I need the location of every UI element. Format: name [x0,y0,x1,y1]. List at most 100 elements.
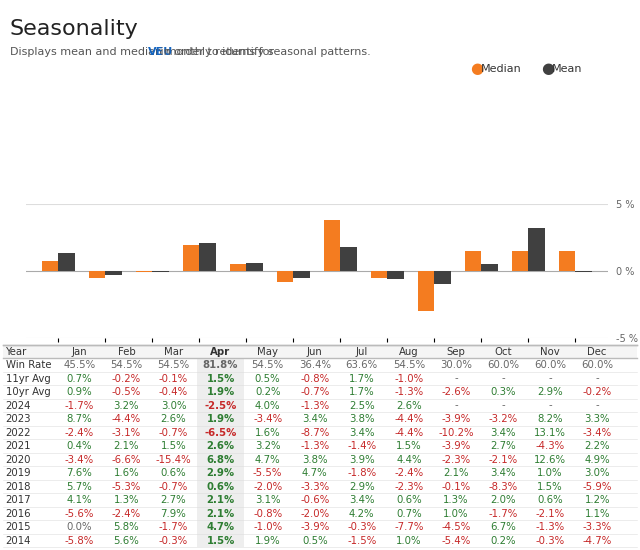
Text: 1.9%: 1.9% [255,536,280,546]
Text: -0.8%: -0.8% [253,509,282,519]
Bar [559,251,575,271]
Text: -1.4%: -1.4% [348,441,376,451]
Text: -0.3%: -0.3% [159,536,188,546]
Bar [42,261,58,271]
Text: Win Rate: Win Rate [6,360,51,370]
Text: 0.6%: 0.6% [537,495,563,505]
Text: -0.3%: -0.3% [348,522,376,532]
Text: 4.7%: 4.7% [302,468,328,478]
Text: 7.6%: 7.6% [67,468,92,478]
Text: 3.1%: 3.1% [255,495,280,505]
Bar [197,386,244,399]
Text: -6.6%: -6.6% [112,454,141,465]
Text: -1.3%: -1.3% [300,441,329,451]
Text: -3.2%: -3.2% [488,414,518,424]
Bar [197,412,244,426]
Bar [387,271,404,279]
Text: 1.5%: 1.5% [206,373,235,383]
Text: 6.8%: 6.8% [207,454,235,465]
Text: 8.2%: 8.2% [538,414,563,424]
Bar [3,412,637,426]
Text: -1.7%: -1.7% [488,509,518,519]
Bar [197,372,244,386]
Text: 81.8%: 81.8% [203,360,238,370]
Text: Sep: Sep [447,346,465,356]
Text: 3.8%: 3.8% [349,414,374,424]
Text: -3.1%: -3.1% [112,427,141,438]
Text: 0.2%: 0.2% [255,387,280,397]
Text: -3.9%: -3.9% [442,414,470,424]
Text: 1.6%: 1.6% [113,468,140,478]
Text: 11yr Avg: 11yr Avg [6,373,51,383]
Text: -2.6%: -2.6% [442,387,470,397]
Text: -3.9%: -3.9% [442,441,470,451]
Text: 3.0%: 3.0% [584,468,610,478]
Text: -4.3%: -4.3% [536,441,564,451]
Text: 0.2%: 0.2% [490,536,516,546]
Text: -0.2%: -0.2% [112,373,141,383]
Text: Year: Year [6,346,27,356]
Text: 4.7%: 4.7% [207,522,235,532]
Text: -1.3%: -1.3% [300,400,329,410]
Text: Aug: Aug [399,346,419,356]
Bar [512,251,528,271]
Bar [3,372,637,386]
Bar [58,254,75,271]
Text: 3.4%: 3.4% [349,495,374,505]
Text: 1.5%: 1.5% [396,441,422,451]
Bar [197,507,244,520]
Text: -2.4%: -2.4% [394,468,424,478]
Text: 1.3%: 1.3% [443,495,468,505]
Text: 54.5%: 54.5% [393,360,425,370]
Text: 2.5%: 2.5% [349,400,374,410]
Text: Mar: Mar [164,346,183,356]
Text: -1.7%: -1.7% [65,400,94,410]
Text: -1.7%: -1.7% [159,522,188,532]
Text: 0.3%: 0.3% [490,387,516,397]
Text: 2014: 2014 [6,536,31,546]
Text: 54.5%: 54.5% [110,360,143,370]
Text: 2022: 2022 [6,427,31,438]
Text: Jan: Jan [72,346,87,356]
Text: -5.3%: -5.3% [112,482,141,492]
Bar [3,359,637,372]
Text: 2015: 2015 [6,522,31,532]
Text: 1.9%: 1.9% [207,414,235,424]
Text: 2020: 2020 [6,454,31,465]
Text: Mean: Mean [552,64,583,74]
Text: 0.6%: 0.6% [161,468,186,478]
Text: -3.4%: -3.4% [253,414,282,424]
Text: 4.0%: 4.0% [255,400,280,410]
Text: 4.7%: 4.7% [255,454,280,465]
Text: Apr: Apr [211,346,230,356]
Text: 2.6%: 2.6% [207,441,235,451]
Text: 5.8%: 5.8% [113,522,140,532]
Text: 3.4%: 3.4% [349,427,374,438]
Text: -0.1%: -0.1% [159,373,188,383]
Text: -: - [595,400,599,410]
Text: -0.1%: -0.1% [442,482,470,492]
Text: Seasonality: Seasonality [10,19,138,39]
Text: 4.1%: 4.1% [67,495,92,505]
Text: VEU: VEU [148,47,173,57]
Text: 4.9%: 4.9% [584,454,610,465]
Text: Nov: Nov [540,346,560,356]
Bar [371,271,387,278]
Text: ●: ● [541,61,554,76]
Text: 0.7%: 0.7% [67,373,92,383]
Text: -3.4%: -3.4% [65,454,94,465]
Text: 3.4%: 3.4% [490,427,516,438]
Bar [418,271,434,311]
Text: -0.7%: -0.7% [300,387,330,397]
Text: 0.9%: 0.9% [67,387,92,397]
Bar [136,271,152,272]
Text: 5.7%: 5.7% [67,482,92,492]
Text: 2.1%: 2.1% [114,441,139,451]
Text: 63.6%: 63.6% [346,360,378,370]
Text: -: - [501,400,505,410]
Text: -0.6%: -0.6% [300,495,330,505]
Text: 4.2%: 4.2% [349,509,374,519]
Bar [106,271,122,275]
Text: -4.5%: -4.5% [442,522,470,532]
Text: May: May [257,346,278,356]
